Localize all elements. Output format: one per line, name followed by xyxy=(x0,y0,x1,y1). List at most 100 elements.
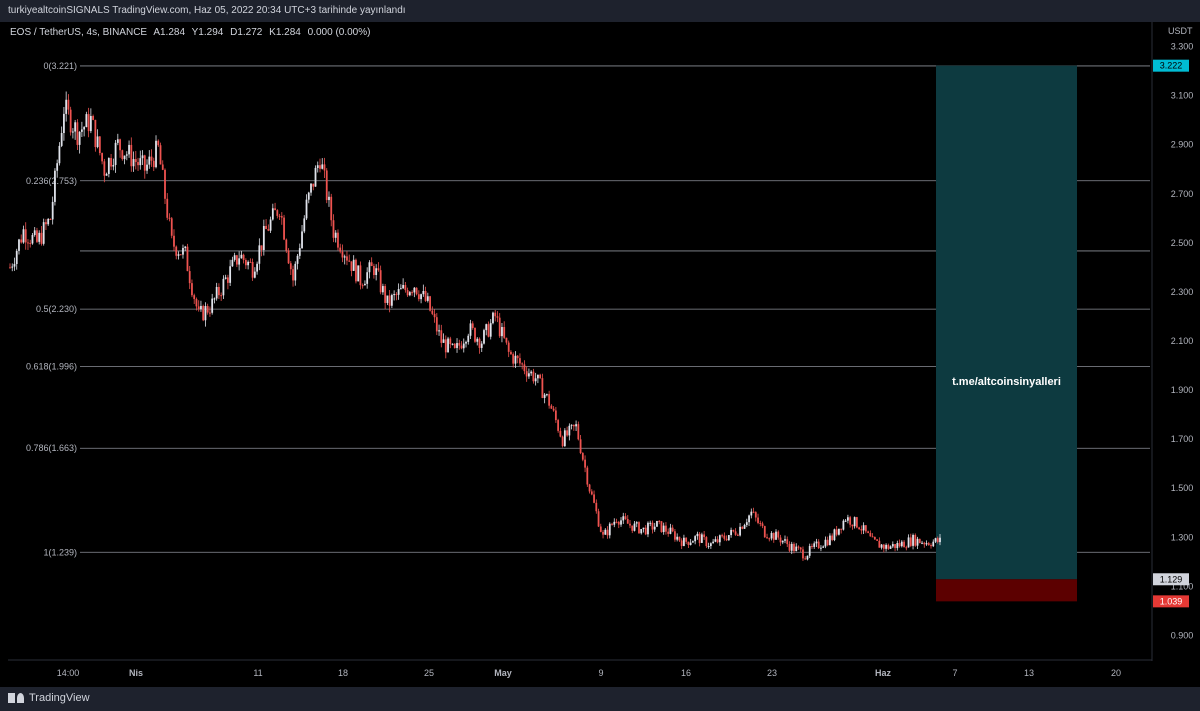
candle-body xyxy=(611,523,613,525)
candle-body xyxy=(341,251,344,258)
candle-body xyxy=(11,266,14,268)
candle-body xyxy=(339,247,342,252)
candle-body xyxy=(647,522,649,535)
candle-body xyxy=(806,555,809,560)
candle-body xyxy=(22,229,25,243)
candle-body xyxy=(878,540,881,548)
candle-body xyxy=(235,255,238,265)
candle-body xyxy=(422,290,425,295)
candle-body xyxy=(489,323,492,337)
candle-body xyxy=(146,164,148,171)
candle-body xyxy=(559,430,562,437)
candle-body xyxy=(166,198,169,218)
candle-body xyxy=(930,545,932,547)
candle-body xyxy=(725,538,728,541)
y-tick-label: 1.900 xyxy=(1171,385,1194,395)
candle-body xyxy=(723,535,726,539)
candle-body xyxy=(229,266,232,283)
candle-body xyxy=(846,517,849,521)
candle-body xyxy=(413,287,416,293)
x-tick-label: 18 xyxy=(338,668,348,678)
candle-body xyxy=(629,523,631,526)
symbol-pair[interactable]: EOS / TetherUS, 4s, BINANCE xyxy=(10,27,148,38)
candle-body xyxy=(853,517,856,527)
candle-body xyxy=(328,196,330,201)
x-tick-label: 16 xyxy=(681,668,691,678)
candle-body xyxy=(420,294,422,300)
candle-body xyxy=(478,338,481,348)
candle-body xyxy=(444,339,447,353)
candle-body xyxy=(617,521,620,525)
candle-body xyxy=(604,529,607,535)
candle-body xyxy=(128,144,130,155)
candle-body xyxy=(379,270,382,293)
candle-body xyxy=(164,169,166,199)
candle-body xyxy=(258,245,261,264)
candle-body xyxy=(768,538,771,540)
entry-price-label-bg xyxy=(1153,573,1189,586)
candle-body xyxy=(687,541,690,545)
candle-body xyxy=(402,285,405,289)
candle-body xyxy=(624,516,627,520)
candle-body xyxy=(608,523,611,536)
candle-body xyxy=(323,164,326,171)
candle-body xyxy=(179,254,182,256)
candle-body xyxy=(923,542,926,545)
candle-body xyxy=(633,523,636,531)
candle-body xyxy=(348,260,351,262)
candle-body xyxy=(233,255,236,260)
candle-body xyxy=(536,374,539,379)
x-tick-label: 9 xyxy=(598,668,603,678)
candle-body xyxy=(438,330,440,332)
candle-body xyxy=(494,312,497,317)
candle-body xyxy=(87,114,90,132)
candle-body xyxy=(404,285,407,291)
tradingview-logo[interactable]: TradingView xyxy=(8,692,90,704)
candle-body xyxy=(873,537,876,540)
candle-body xyxy=(38,232,41,242)
y-tick-label: 1.300 xyxy=(1171,532,1194,542)
candle-body xyxy=(840,528,843,530)
candle-body xyxy=(934,538,937,542)
candle-body xyxy=(150,156,153,161)
candle-body xyxy=(65,99,68,114)
candle-body xyxy=(381,286,384,293)
candle-body xyxy=(790,543,793,551)
candle-body xyxy=(56,163,59,171)
candle-body xyxy=(440,330,443,343)
price-axis: USDT 3.300 3.100 2.900 2.700 2.500 2.300 2.100 1… xyxy=(1151,22,1194,661)
candle-body xyxy=(653,526,656,530)
candle-body xyxy=(305,199,308,219)
candle-body xyxy=(649,522,652,524)
candle-body xyxy=(69,109,72,133)
candle-body xyxy=(373,266,375,276)
zone-annotation: t.me/altcoinsinyalleri xyxy=(952,376,1061,388)
y-tick-label: 1.500 xyxy=(1171,483,1194,493)
candle-body xyxy=(898,543,901,547)
candle-body xyxy=(47,219,50,225)
candle-body xyxy=(849,517,852,525)
candle-body xyxy=(330,196,333,221)
candle-body xyxy=(599,526,602,532)
time-axis: 14:00 Nis 11 18 25 May 9 16 23 Haz 7 13 20 xyxy=(8,659,1152,678)
candle-body xyxy=(395,294,398,296)
candle-body xyxy=(226,277,229,283)
candle-body xyxy=(321,164,324,169)
candle-body xyxy=(492,312,494,324)
candle-body xyxy=(447,338,449,353)
ohlc-change: 0.000 (0.00%) xyxy=(307,27,371,38)
candle-body xyxy=(316,165,319,168)
candle-body xyxy=(200,305,202,310)
candle-body xyxy=(121,150,124,160)
candle-body xyxy=(714,539,717,542)
candle-body xyxy=(833,529,836,540)
candle-body xyxy=(220,295,223,297)
candle-body xyxy=(112,164,115,167)
y-tick-label: 2.100 xyxy=(1171,336,1194,346)
candle-body xyxy=(752,511,755,513)
candle-body xyxy=(274,208,276,211)
candle-body xyxy=(267,229,270,231)
price-chart[interactable]: 0(3.221) 0.236(2.753) 0.5(2.230) 0.618(1.99… xyxy=(0,22,1200,687)
candle-body xyxy=(314,167,317,187)
candle-body xyxy=(788,544,791,551)
